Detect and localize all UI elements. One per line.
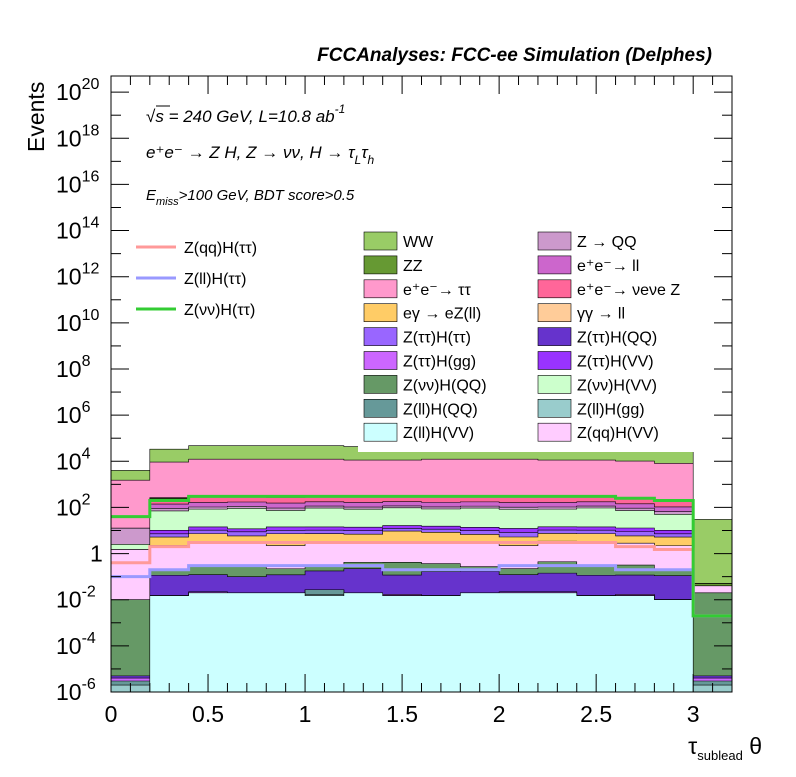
y-tick-label: 1014: [56, 215, 99, 244]
legend-fill-swatch: [363, 231, 398, 251]
x-tick-label: 0.5: [192, 701, 224, 727]
x-tick-label: 1.5: [386, 701, 418, 727]
legend-fill-swatch: [537, 303, 572, 323]
legend-fill-swatch: [363, 351, 398, 370]
y-tick-label: 1010: [56, 307, 99, 336]
legend-fill-swatch: [537, 351, 572, 370]
legend-fill-label: Z(ll)H(QQ): [403, 401, 478, 418]
legend-fill-label: Z(qq)H(VV): [577, 425, 659, 442]
y-tick-label: 108: [56, 353, 91, 382]
legend-fill-label: Z(ττ)H(gg): [403, 354, 476, 371]
legend-fill-swatch: [537, 255, 572, 275]
y-axis-label: Events: [23, 82, 49, 152]
y-tick-label: 1012: [56, 261, 99, 290]
legend-fill-label: e⁺e⁻→ ττ: [403, 282, 471, 299]
annotation-cuts: Emiss>100 GeV, BDT score>0.5: [146, 187, 355, 208]
legend-signal-label: Z(νν)H(ττ): [184, 302, 255, 319]
legend-box: [358, 230, 694, 452]
y-tick-label: 1: [90, 541, 103, 567]
x-axis-label: τsublead θ: [688, 733, 762, 763]
x-tick-label: 3: [687, 701, 700, 727]
legend-fill-label: ZZ: [403, 258, 423, 275]
x-tick-label: 2: [493, 701, 506, 727]
legend-fill-swatch: [363, 398, 398, 418]
legend-signal-label: Z(qq)H(ττ): [184, 240, 257, 257]
legend-fill-swatch: [363, 375, 398, 394]
legend-fill-swatch: [537, 231, 572, 251]
legend-fill-swatch: [537, 422, 572, 442]
y-tick-label: 106: [56, 399, 91, 428]
legend-fill-swatch: [537, 398, 572, 418]
legend-fill-label: eγ → eZ(ll): [403, 306, 481, 323]
x-tick-label: 2.5: [580, 701, 612, 727]
legend-fill-label: e⁺e⁻→ νeνe Z: [577, 282, 680, 299]
legend-fill-label: Z(ττ)H(QQ): [577, 330, 657, 347]
signal-line-0: [111, 541, 732, 618]
y-tick-label: 10-2: [56, 584, 96, 613]
signal-lines: [111, 494, 732, 618]
legend-fill-label: e⁺e⁻→ ll: [577, 258, 639, 275]
legend-fill-swatch: [363, 422, 398, 442]
stacked-histogram: [110, 445, 733, 693]
y-tick-label: 10-4: [56, 630, 96, 659]
legend-signal-label: Z(ll)H(ττ): [184, 271, 246, 288]
y-tick-label: 10-6: [56, 676, 96, 705]
annotation-block: √s = 240 GeV, L=10.8 ab-1 e⁺e⁻ → Z H, Z …: [146, 102, 375, 208]
annotation-energy: √s = 240 GeV, L=10.8 ab-1: [146, 102, 345, 126]
y-tick-label: 1016: [56, 168, 99, 197]
legend-fill-label: Z → QQ: [577, 234, 637, 251]
legend-signal: Z(qq)H(ττ) Z(ll)H(ττ) Z(νν)H(ττ): [136, 240, 257, 319]
legend-backgrounds: WW Z → QQ ZZ e⁺e⁻→ ll e⁺e⁻→ ττ e⁺e⁻→ νeνe Z eγ…: [358, 230, 694, 452]
legend-fill-swatch: [363, 279, 398, 299]
legend-fill-swatch: [537, 327, 572, 346]
x-tick-label: 1: [299, 701, 312, 727]
legend-fill-label: Z(νν)H(VV): [577, 377, 657, 394]
legend-fill-swatch: [537, 279, 572, 299]
signal-line-2: [111, 494, 732, 618]
legend-fill-label: Z(νν)H(QQ): [403, 377, 487, 394]
x-tick-label: 0: [105, 701, 118, 727]
legend-fill-label: γγ → ll: [577, 306, 625, 323]
chart-title: FCCAnalyses: FCC-ee Simulation (Delphes): [317, 45, 712, 66]
legend-fill-swatch: [363, 303, 398, 323]
y-tick-label: 104: [56, 445, 91, 474]
legend-fill-swatch: [363, 255, 398, 275]
signal-line-1: [111, 564, 732, 618]
axis-ticks: 10-610-410-21102104106108101010121014101…: [56, 76, 733, 727]
legend-fill-label: Z(ττ)H(VV): [577, 354, 654, 371]
legend-fill-label: WW: [403, 234, 434, 251]
legend-fill-label: Z(ll)H(VV): [403, 425, 474, 442]
stack-series-0: [111, 592, 732, 693]
y-tick-label: 1018: [56, 122, 99, 151]
legend-fill-swatch: [537, 375, 572, 394]
y-tick-label: 1020: [56, 76, 99, 105]
legend-fill-label: Z(ττ)H(ττ): [403, 330, 471, 347]
legend-fill-label: Z(ll)H(gg): [577, 401, 645, 418]
annotation-process: e⁺e⁻ → Z H, Z → νν, H → τLτh: [146, 143, 375, 167]
legend-fill-swatch: [363, 327, 398, 346]
y-tick-label: 102: [56, 491, 91, 520]
